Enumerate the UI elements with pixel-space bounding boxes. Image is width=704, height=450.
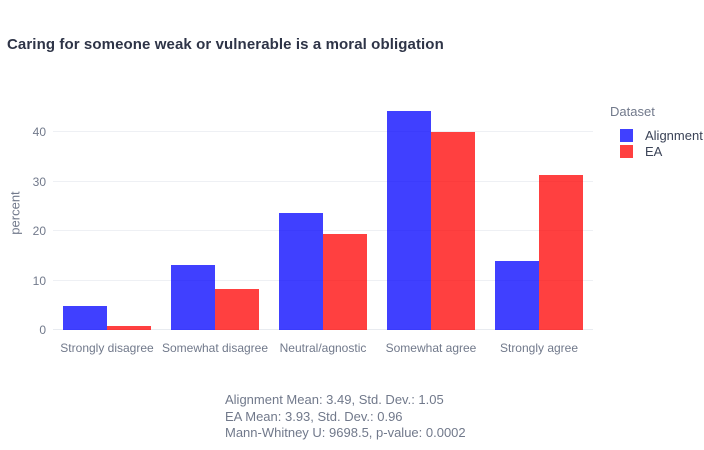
y-tick-label: 20 [32, 224, 46, 239]
y-tick-label: 40 [32, 125, 46, 140]
legend-item-label: EA [645, 143, 663, 159]
x-tick-label: Neutral/agnostic [279, 341, 367, 355]
gridline [53, 131, 593, 133]
y-tick-label: 30 [32, 174, 46, 189]
bar-alignment [63, 305, 107, 330]
gridline [53, 180, 593, 182]
legend-item-alignment[interactable]: Alignment [610, 127, 703, 143]
bar-alignment [279, 212, 323, 330]
legend-title: Dataset [610, 104, 655, 119]
stats-annotation: Alignment Mean: 3.49, Std. Dev.: 1.05 EA… [225, 392, 466, 442]
bar-alignment [387, 110, 431, 330]
legend-item-label: Alignment [645, 127, 703, 143]
x-tick-label: Somewhat agree [385, 341, 477, 355]
stats-line: EA Mean: 3.93, Std. Dev.: 0.96 [225, 408, 403, 424]
x-tick-label: Somewhat disagree [161, 341, 269, 355]
legend-color-swatch-alignment [620, 128, 633, 142]
bar-ea [431, 131, 475, 330]
chart-title: Caring for someone weak or vulnerable is… [7, 36, 444, 53]
plot-area[interactable] [53, 90, 593, 330]
y-axis-title: percent [7, 191, 23, 235]
bar-ea [107, 325, 151, 330]
bar-alignment [171, 265, 215, 330]
bar-ea [215, 289, 259, 330]
x-tick-label: Strongly disagree [60, 341, 154, 355]
legend: Dataset Alignment EA [610, 104, 703, 159]
y-tick-label: 10 [32, 273, 46, 288]
x-tick-label: Strongly agree [499, 341, 579, 355]
bar-alignment [495, 260, 539, 330]
y-tick-label: 0 [39, 323, 46, 337]
bar-ea [539, 174, 583, 330]
stats-line: Mann-Whitney U: 9698.5, p-value: 0.0002 [225, 425, 466, 440]
legend-item-ea[interactable]: EA [610, 143, 703, 159]
gridline [53, 230, 593, 232]
stats-line: Alignment Mean: 3.49, Std. Dev.: 1.05 [225, 392, 444, 407]
legend-color-swatch-ea [620, 144, 633, 158]
bar-ea [323, 234, 367, 330]
